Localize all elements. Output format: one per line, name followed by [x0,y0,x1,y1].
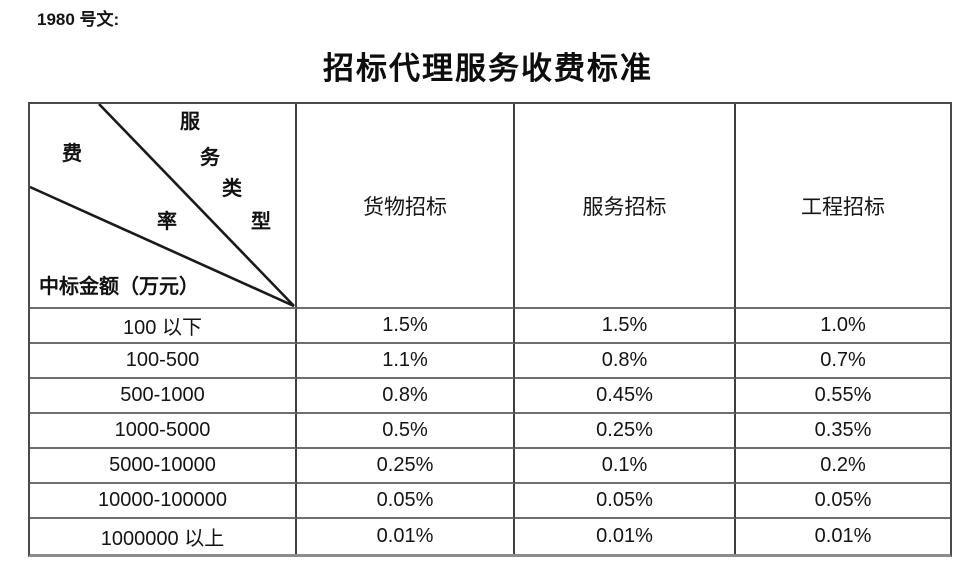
fee-value: 0.8% [297,379,515,414]
fee-value: 1.1% [297,344,515,379]
axis-top-char: 类 [222,176,242,200]
diagonal-divider-lines [30,104,295,307]
row-label: 100 以下 [30,309,297,344]
axis-bottom-label: 中标金额（万元） [39,274,199,298]
fee-value: 1.0% [736,309,950,344]
fee-value: 0.05% [297,484,515,519]
fee-value: 0.55% [736,379,950,414]
column-header-service: 服务招标 [515,104,736,309]
fee-value: 0.1% [515,449,736,484]
fee-value: 0.05% [515,484,736,519]
fee-value: 1.5% [297,309,515,344]
fee-value: 0.01% [814,525,872,547]
axis-top-char: 务 [200,145,220,169]
fee-value: 0.8% [515,344,736,379]
fee-value: 0.5% [297,414,515,449]
fee-value: 0.25% [297,449,515,484]
page-title: 招标代理服务收费标准 [323,51,653,87]
fee-value: 0.01% [297,519,515,554]
fee-value: 0.01% [515,519,736,554]
column-header-goods: 货物招标 [297,104,515,309]
diagonal-header-cell: 服 务 类 型 费 率 中标金额（万元） [30,104,297,309]
fee-value: 0.45% [515,379,736,414]
axis-top-char: 型 [251,209,271,233]
fee-value: 1.5% [515,309,736,344]
fee-value: 0.25% [515,414,736,449]
axis-top-char: 服 [180,109,200,133]
fee-value: 0.35% [736,414,950,449]
row-label: 1000-5000 [30,414,297,449]
row-label: 5000-10000 [30,449,297,484]
fee-table: 服 务 类 型 费 率 中标金额（万元） 货物招标 服务招标 工程招标 100 … [28,102,952,557]
fee-value: 0.2% [736,449,950,484]
row-label: 500-1000 [30,379,297,414]
row-label: 1000000 以上 [30,519,297,554]
fee-value: 0.7% [736,344,950,379]
row-label: 10000-100000 [30,484,297,519]
doc-ref-label: 1980 号文: [37,10,120,29]
axis-middle-char: 率 [157,209,177,233]
fee-value: 0.05% [736,484,950,519]
column-header-engineering: 工程招标 [736,104,950,309]
row-label: 100-500 [30,344,297,379]
axis-middle-char: 费 [62,141,82,165]
